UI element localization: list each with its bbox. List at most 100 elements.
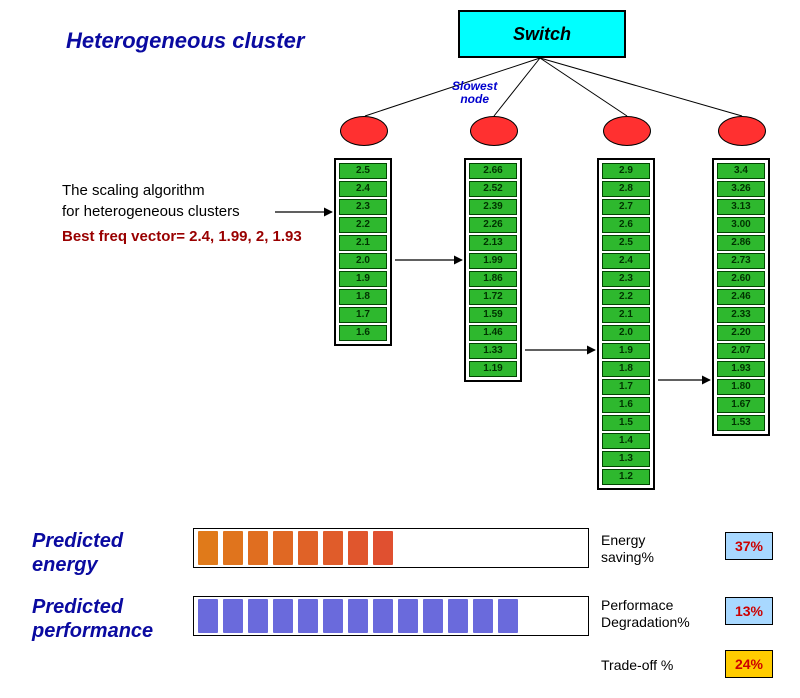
freq-cell: 2.4 — [602, 253, 650, 269]
performance-bar-segment — [348, 599, 368, 633]
energy-bar — [193, 528, 589, 568]
connection-lines — [0, 0, 800, 698]
freq-cell: 2.33 — [717, 307, 765, 323]
performance-bar-segment — [448, 599, 468, 633]
freq-cell: 1.86 — [469, 271, 517, 287]
freq-cell: 2.6 — [602, 217, 650, 233]
freq-cell: 3.13 — [717, 199, 765, 215]
freq-column-0: 2.5 2.4 2.3 2.2 2.1 2.0 1.9 1.8 1.7 1.6 — [334, 158, 392, 346]
freq-cell: 2.07 — [717, 343, 765, 359]
freq-cell: 1.9 — [339, 271, 387, 287]
cluster-node-3 — [718, 116, 766, 146]
energy-bar-segment — [223, 531, 243, 565]
performance-bar-segment — [198, 599, 218, 633]
performance-bar-segment — [473, 599, 493, 633]
freq-cell: 1.7 — [602, 379, 650, 395]
freq-cell: 2.1 — [339, 235, 387, 251]
performance-bar-segment — [273, 599, 293, 633]
freq-cell: 2.4 — [339, 181, 387, 197]
freq-cell: 1.6 — [339, 325, 387, 341]
freq-cell: 2.2 — [602, 289, 650, 305]
freq-cell: 2.39 — [469, 199, 517, 215]
performance-bar-segment — [323, 599, 343, 633]
freq-cell: 1.6 — [602, 397, 650, 413]
predicted-performance-label: Predictedperformance — [32, 595, 153, 643]
freq-cell: 2.3 — [602, 271, 650, 287]
freq-cell: 1.99 — [469, 253, 517, 269]
freq-cell: 3.26 — [717, 181, 765, 197]
performance-bar-segment — [248, 599, 268, 633]
freq-cell: 1.33 — [469, 343, 517, 359]
cluster-node-1 — [470, 116, 518, 146]
freq-cell: 3.00 — [717, 217, 765, 233]
freq-cell: 3.4 — [717, 163, 765, 179]
freq-column-1: 2.662.522.392.262.131.991.861.721.591.46… — [464, 158, 522, 382]
freq-cell: 1.53 — [717, 415, 765, 431]
freq-cell: 1.5 — [602, 415, 650, 431]
freq-cell: 1.8 — [602, 361, 650, 377]
freq-cell: 2.0 — [339, 253, 387, 269]
performance-bar-segment — [223, 599, 243, 633]
freq-cell: 2.3 — [339, 199, 387, 215]
energy-bar-segment — [323, 531, 343, 565]
freq-cell: 1.9 — [602, 343, 650, 359]
predicted-energy-label: Predictedenergy — [32, 529, 123, 577]
freq-cell: 2.60 — [717, 271, 765, 287]
freq-cell: 2.9 — [602, 163, 650, 179]
freq-cell: 1.93 — [717, 361, 765, 377]
performance-bar — [193, 596, 589, 636]
best-freq-vector: Best freq vector= 2.4, 1.99, 2, 1.93 — [62, 228, 302, 245]
freq-cell: 2.5 — [602, 235, 650, 251]
metric-label-1: PerformaceDegradation% — [601, 597, 690, 631]
freq-cell: 2.7 — [602, 199, 650, 215]
freq-cell: 2.2 — [339, 217, 387, 233]
cluster-node-2 — [603, 116, 651, 146]
freq-cell: 1.19 — [469, 361, 517, 377]
freq-cell: 2.86 — [717, 235, 765, 251]
performance-bar-segment — [398, 599, 418, 633]
metric-label-0: Energysaving% — [601, 532, 654, 566]
freq-cell: 2.52 — [469, 181, 517, 197]
switch-box: Switch — [458, 10, 626, 58]
energy-bar-segment — [273, 531, 293, 565]
freq-cell: 1.8 — [339, 289, 387, 305]
freq-cell: 1.4 — [602, 433, 650, 449]
freq-cell: 1.59 — [469, 307, 517, 323]
freq-cell: 2.73 — [717, 253, 765, 269]
freq-column-2: 2.9 2.8 2.7 2.6 2.5 2.4 2.3 2.2 2.1 2.0 1.9 1.8 1.7 1… — [597, 158, 655, 490]
freq-cell: 2.20 — [717, 325, 765, 341]
performance-bar-segment — [373, 599, 393, 633]
freq-cell: 2.5 — [339, 163, 387, 179]
switch-label: Switch — [513, 24, 571, 45]
freq-column-3: 3.4 3.26 3.13 3.00 2.86 2.73 2.60 2.46 2.33 2.20 2… — [712, 158, 770, 436]
algorithm-text: The scaling algorithmfor heterogeneous c… — [62, 180, 240, 222]
energy-bar-segment — [248, 531, 268, 565]
slowest-node-label: Slowestnode — [452, 80, 497, 106]
freq-cell: 1.3 — [602, 451, 650, 467]
freq-cell: 1.67 — [717, 397, 765, 413]
freq-cell: 2.8 — [602, 181, 650, 197]
cluster-node-0 — [340, 116, 388, 146]
freq-cell: 1.2 — [602, 469, 650, 485]
freq-cell: 1.72 — [469, 289, 517, 305]
metric-value-0: 37% — [725, 532, 773, 560]
performance-bar-segment — [423, 599, 443, 633]
freq-cell: 2.0 — [602, 325, 650, 341]
freq-cell: 1.46 — [469, 325, 517, 341]
freq-cell: 2.26 — [469, 217, 517, 233]
metric-label-2: Trade-off % — [601, 657, 673, 674]
freq-cell: 1.80 — [717, 379, 765, 395]
freq-cell: 1.7 — [339, 307, 387, 323]
energy-bar-segment — [198, 531, 218, 565]
energy-bar-segment — [348, 531, 368, 565]
energy-bar-segment — [373, 531, 393, 565]
energy-bar-segment — [298, 531, 318, 565]
freq-cell: 2.66 — [469, 163, 517, 179]
performance-bar-segment — [298, 599, 318, 633]
page-title: Heterogeneous cluster — [66, 28, 304, 54]
metric-value-2: 24% — [725, 650, 773, 678]
freq-cell: 2.1 — [602, 307, 650, 323]
metric-value-1: 13% — [725, 597, 773, 625]
freq-cell: 2.46 — [717, 289, 765, 305]
performance-bar-segment — [498, 599, 518, 633]
